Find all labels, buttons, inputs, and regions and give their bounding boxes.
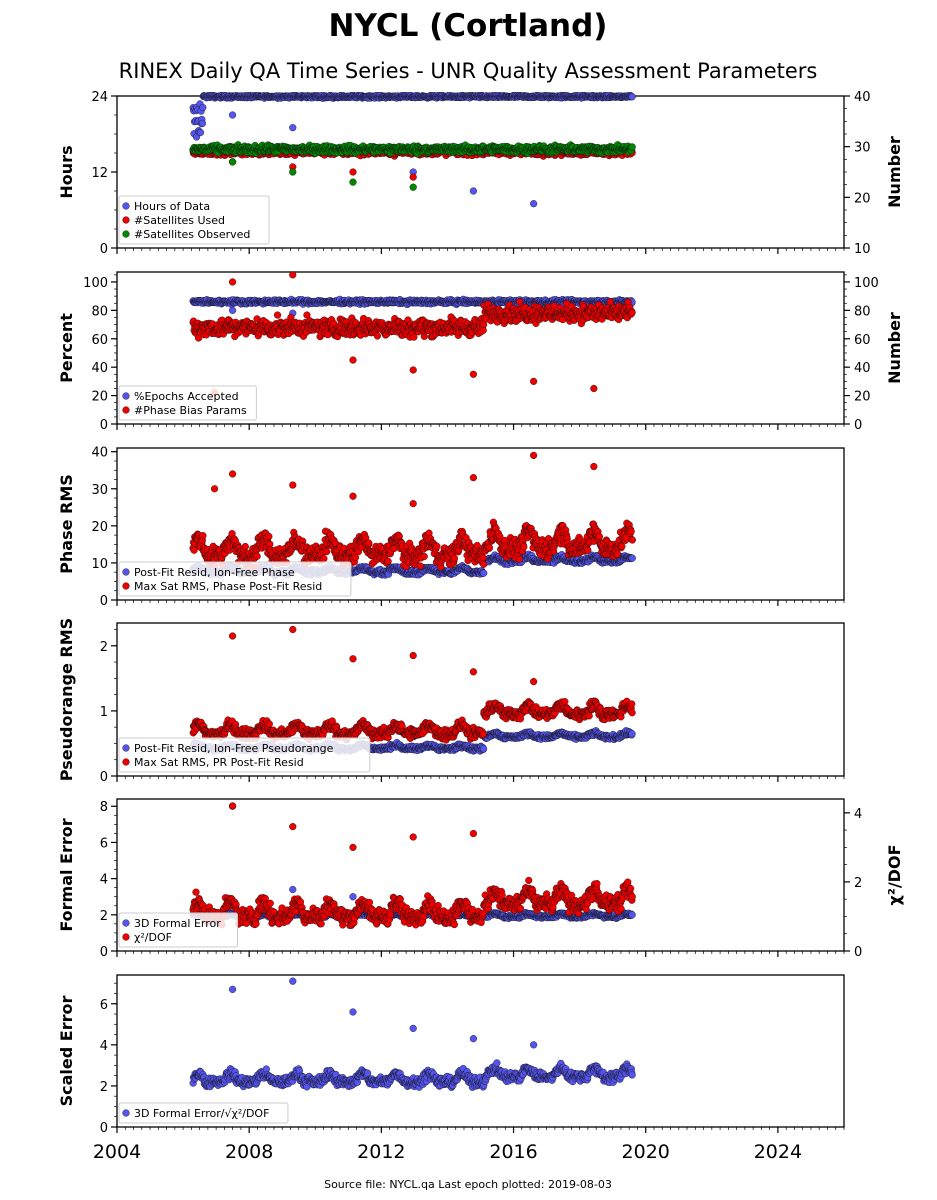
y2-tick-label: 40 <box>854 90 871 105</box>
outlier-point <box>228 278 237 286</box>
series-3 <box>189 141 636 191</box>
y2-tick-label: 20 <box>854 191 871 206</box>
y-tick-label: 30 <box>91 483 108 498</box>
data-point <box>373 332 381 340</box>
outlier-point <box>530 377 538 385</box>
outlier-point <box>228 111 237 119</box>
y-tick-label: 20 <box>91 520 108 535</box>
outlier-point <box>349 356 357 364</box>
legend: %Epochs Accepted#Phase Bias Params <box>118 385 257 421</box>
y-tick-label: 40 <box>91 361 108 376</box>
legend-label: #Satellites Used <box>134 214 225 227</box>
chart-title: NYCL (Cortland) <box>329 8 608 44</box>
legend-label: Hours of Data <box>134 200 210 213</box>
data-point <box>196 128 205 137</box>
y-tick-label: 0 <box>100 594 108 609</box>
y2-tick-label: 10 <box>854 242 871 257</box>
outlier-point <box>409 183 417 191</box>
legend-label: #Satellites Observed <box>134 228 250 241</box>
y2-tick-label: 60 <box>854 333 871 348</box>
data-points <box>189 451 636 580</box>
data-point <box>198 119 207 128</box>
outlier-point <box>409 366 417 374</box>
outlier-point <box>289 168 297 176</box>
y2-tick-label: 0 <box>854 418 862 433</box>
outlier-point <box>409 173 417 181</box>
data-point <box>628 309 636 317</box>
legend-marker <box>122 392 130 400</box>
data-point <box>199 103 207 112</box>
y-axis-label: Hours <box>57 145 76 198</box>
data-points <box>189 92 636 208</box>
outlier-point <box>469 370 478 378</box>
outlier-point <box>530 200 538 208</box>
legend-marker <box>122 216 130 224</box>
y-tick-label: 60 <box>91 333 108 348</box>
y2-tick-label: 100 <box>854 276 879 291</box>
y-tick-label: 100 <box>83 276 108 291</box>
y-tick-label: 40 <box>91 446 108 461</box>
data-point <box>628 143 636 151</box>
y2-tick-label: 30 <box>854 141 871 156</box>
y-tick-label: 0 <box>100 242 108 257</box>
data-point <box>273 311 282 319</box>
outlier-point <box>228 306 237 314</box>
legend-marker <box>122 406 130 414</box>
y-axis-label: Phase RMS <box>57 474 76 574</box>
legend: Hours of Data#Satellites Used#Satellites… <box>118 195 270 245</box>
outlier-point <box>590 384 598 393</box>
y2-axis-label: Number <box>885 136 904 208</box>
data-points <box>189 271 636 397</box>
data-point <box>628 93 636 101</box>
chart-subtitle: RINEX Daily QA Time Series - UNR Quality… <box>119 59 818 83</box>
outlier-point <box>469 187 478 195</box>
outlier-point <box>228 158 237 166</box>
series-2 <box>189 271 636 397</box>
outlier-point <box>289 271 297 279</box>
outlier-point <box>349 168 357 176</box>
outlier-point <box>289 124 297 132</box>
y-tick-label: 0 <box>100 418 108 433</box>
y-tick-label: 80 <box>91 304 108 319</box>
y2-tick-label: 40 <box>854 361 871 376</box>
y2-tick-label: 20 <box>854 390 871 405</box>
y2-axis-label: Number <box>885 312 904 384</box>
y-tick-label: 20 <box>91 390 108 405</box>
legend-label: %Epochs Accepted <box>134 390 239 403</box>
legend-marker <box>122 230 130 238</box>
legend-marker <box>122 202 130 210</box>
y-tick-label: 10 <box>91 557 108 572</box>
panel-2: 0 20 40 60 80 100 0 20 40 60 80 100 Number Percent %Ep… <box>57 271 904 433</box>
series-1 <box>189 92 636 208</box>
y-axis-label: Percent <box>57 313 76 383</box>
outlier-point <box>349 178 357 186</box>
y2-tick-label: 80 <box>854 304 871 319</box>
y-tick-label: 24 <box>91 90 108 105</box>
legend-label: #Phase Bias Params <box>134 404 247 417</box>
y-tick-label: 12 <box>91 166 108 181</box>
